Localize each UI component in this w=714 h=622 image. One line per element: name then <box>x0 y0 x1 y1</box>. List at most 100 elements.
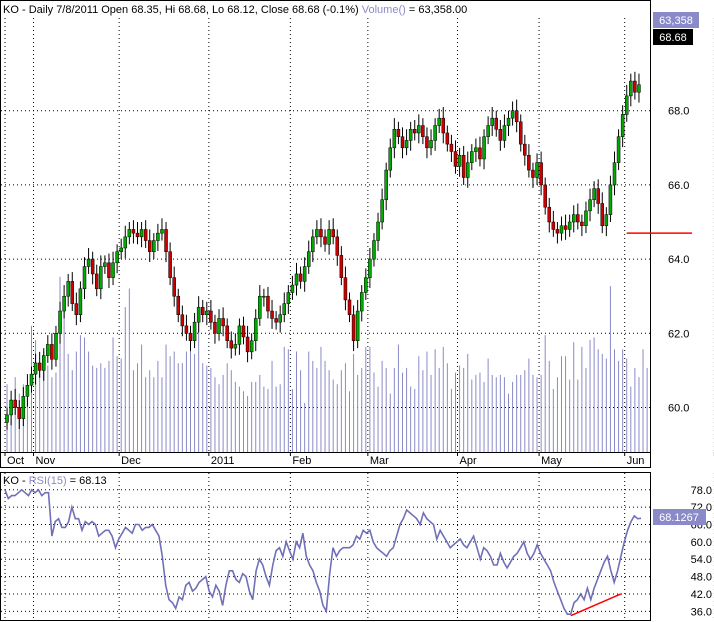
candle-body <box>445 132 450 145</box>
candle-body <box>425 136 429 149</box>
close-price-badge-text: 68.68 <box>659 32 687 44</box>
header-title: KO - Daily 7/8/2011 Open 68.35, Hi 68.68… <box>3 4 467 16</box>
candle-body <box>25 384 30 397</box>
candle-body <box>123 236 128 249</box>
candle-body <box>372 240 376 260</box>
price-tick-label: 60.0 <box>668 402 689 414</box>
candle-body <box>364 277 368 293</box>
candle-body <box>319 229 323 238</box>
candle-body <box>17 407 22 419</box>
candle-body <box>506 117 511 126</box>
candle-body <box>152 240 156 252</box>
close-price-badge <box>653 29 693 45</box>
candle-body <box>518 121 523 145</box>
candle-body <box>539 162 543 186</box>
candle-body <box>192 321 197 341</box>
candle-body <box>380 199 384 223</box>
rsi-badge-text: 68.1267 <box>659 512 699 524</box>
candle-body <box>437 117 441 126</box>
candle-body <box>637 84 641 93</box>
candle-body <box>347 299 352 316</box>
volume-label: Volume() <box>362 4 406 16</box>
candle-body <box>74 303 79 316</box>
candle-body <box>58 310 62 334</box>
candle-body <box>633 80 637 93</box>
candle-body <box>478 147 482 160</box>
candle-body <box>99 266 103 290</box>
candle-body <box>306 251 311 267</box>
candle-body <box>107 262 111 278</box>
candle-body <box>441 117 446 134</box>
candle-body <box>62 295 66 312</box>
candle-body <box>323 236 327 245</box>
candle-body <box>160 229 164 234</box>
candle-body <box>551 221 556 230</box>
candle-body <box>384 169 388 201</box>
candle-body <box>429 140 433 149</box>
candle-body <box>502 125 507 141</box>
month-label: Mar <box>370 455 389 467</box>
rsi-tick-label: 48.0 <box>691 572 712 584</box>
rsi-line <box>4 488 642 615</box>
candle-body <box>245 336 250 353</box>
candle-body <box>200 307 205 316</box>
candle-body <box>50 344 54 360</box>
candle-body <box>527 154 531 171</box>
candle-body <box>535 162 539 178</box>
month-label: Feb <box>292 455 311 467</box>
candle-body <box>510 110 515 119</box>
candle-body <box>294 273 299 286</box>
candle-body <box>629 80 633 97</box>
rsi-indicator-label: RSI(15) <box>29 475 67 487</box>
candle-body <box>400 136 405 149</box>
candle-body <box>368 258 372 278</box>
candle-body <box>29 373 34 386</box>
candle-body <box>596 188 600 204</box>
candle-body <box>233 344 238 349</box>
rsi-header: KO - RSI(15) = 68.13 <box>3 475 107 487</box>
candle-body <box>449 143 454 152</box>
rsi-tick-label: 36.0 <box>691 606 712 618</box>
candle-body <box>119 247 123 252</box>
candle-body <box>580 221 584 226</box>
candle-body <box>620 114 625 137</box>
candle-body <box>567 221 572 230</box>
candle-body <box>331 229 335 238</box>
candle-body <box>388 147 393 171</box>
month-label: Jun <box>627 455 645 467</box>
candle-body <box>584 210 588 226</box>
rsi-tick-label: 78.0 <box>691 485 712 497</box>
candle-body <box>547 206 552 223</box>
candle-body <box>616 136 621 163</box>
candle-body <box>82 266 87 290</box>
candle-body <box>604 214 609 226</box>
month-label: Oct <box>7 455 24 467</box>
candle-body <box>94 273 99 290</box>
candle-body <box>490 117 494 126</box>
candle-body <box>274 318 278 323</box>
candle-body <box>486 125 490 137</box>
candle-body <box>209 310 213 323</box>
month-label: Apr <box>460 455 477 467</box>
candle-body <box>253 318 258 341</box>
candle-body <box>514 110 519 123</box>
candle-body <box>270 310 274 319</box>
candle-body <box>433 125 437 141</box>
candle-body <box>282 303 287 316</box>
candle-body <box>523 143 527 156</box>
price-y-axis: 60.0 62.0 64.0 66.0 68.0 <box>668 106 689 415</box>
candle-body <box>612 162 617 186</box>
candle-body <box>225 325 229 341</box>
candle-body <box>139 229 144 238</box>
candle-body <box>461 154 466 178</box>
rsi-badge <box>653 509 706 525</box>
candle-body <box>543 184 547 208</box>
price-tick-label: 64.0 <box>668 254 689 266</box>
candle-body <box>465 162 470 178</box>
month-label: May <box>541 455 562 467</box>
candle-body <box>213 321 217 334</box>
candle-body <box>359 292 364 312</box>
candle-body <box>103 262 107 267</box>
candle-body <box>392 129 397 149</box>
